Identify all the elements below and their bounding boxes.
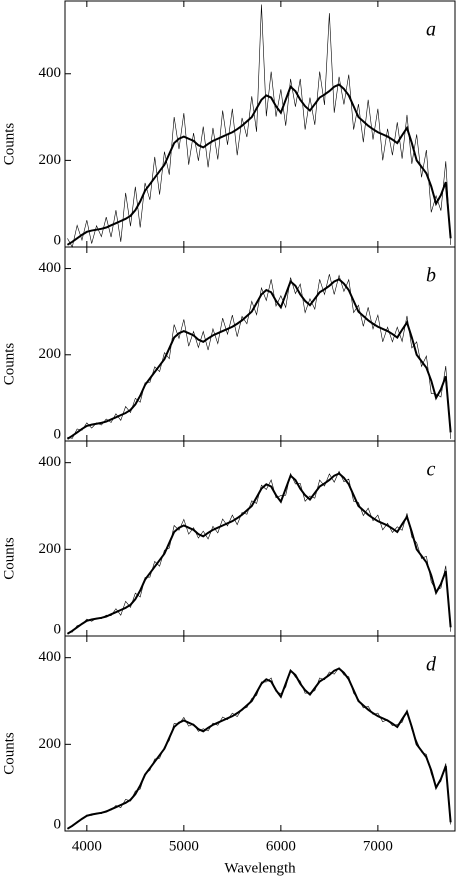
panel-label: c bbox=[427, 459, 436, 481]
y-tick-label: 0 bbox=[54, 232, 62, 248]
spectrum-line bbox=[66, 667, 452, 830]
x-tick-label: 4000 bbox=[72, 838, 102, 854]
panel-label: a bbox=[426, 19, 436, 41]
y-tick-label: 200 bbox=[39, 152, 62, 168]
spectrum-line bbox=[66, 472, 452, 635]
spectrum-line bbox=[66, 83, 452, 246]
panel-label: b bbox=[426, 265, 436, 287]
spectrum-line bbox=[67, 4, 451, 248]
x-axis-label: Wavelength bbox=[224, 860, 296, 876]
y-tick-label: 0 bbox=[54, 426, 62, 442]
y-axis-label: Counts bbox=[1, 732, 17, 775]
y-axis-label: Counts bbox=[1, 343, 17, 386]
spectrum-line bbox=[67, 667, 451, 829]
y-tick-label: 200 bbox=[39, 346, 62, 362]
y-axis-label: Counts bbox=[1, 123, 17, 166]
x-tick-label: 5000 bbox=[169, 838, 199, 854]
y-axis-label: Counts bbox=[1, 537, 17, 580]
y-tick-label: 200 bbox=[39, 736, 62, 752]
y-tick-label: 0 bbox=[54, 621, 62, 637]
plot-frame bbox=[64, 635, 456, 832]
y-tick-label: 400 bbox=[39, 260, 62, 276]
x-tick-label: 6000 bbox=[266, 838, 296, 854]
panel-label: d bbox=[426, 654, 437, 676]
x-tick-label: 7000 bbox=[363, 838, 393, 854]
y-tick-label: 0 bbox=[54, 816, 62, 832]
spectrum-line bbox=[66, 278, 452, 440]
y-tick-label: 200 bbox=[39, 541, 62, 557]
y-tick-label: 400 bbox=[39, 649, 62, 665]
y-tick-label: 400 bbox=[39, 454, 62, 470]
y-tick-label: 400 bbox=[39, 65, 62, 81]
